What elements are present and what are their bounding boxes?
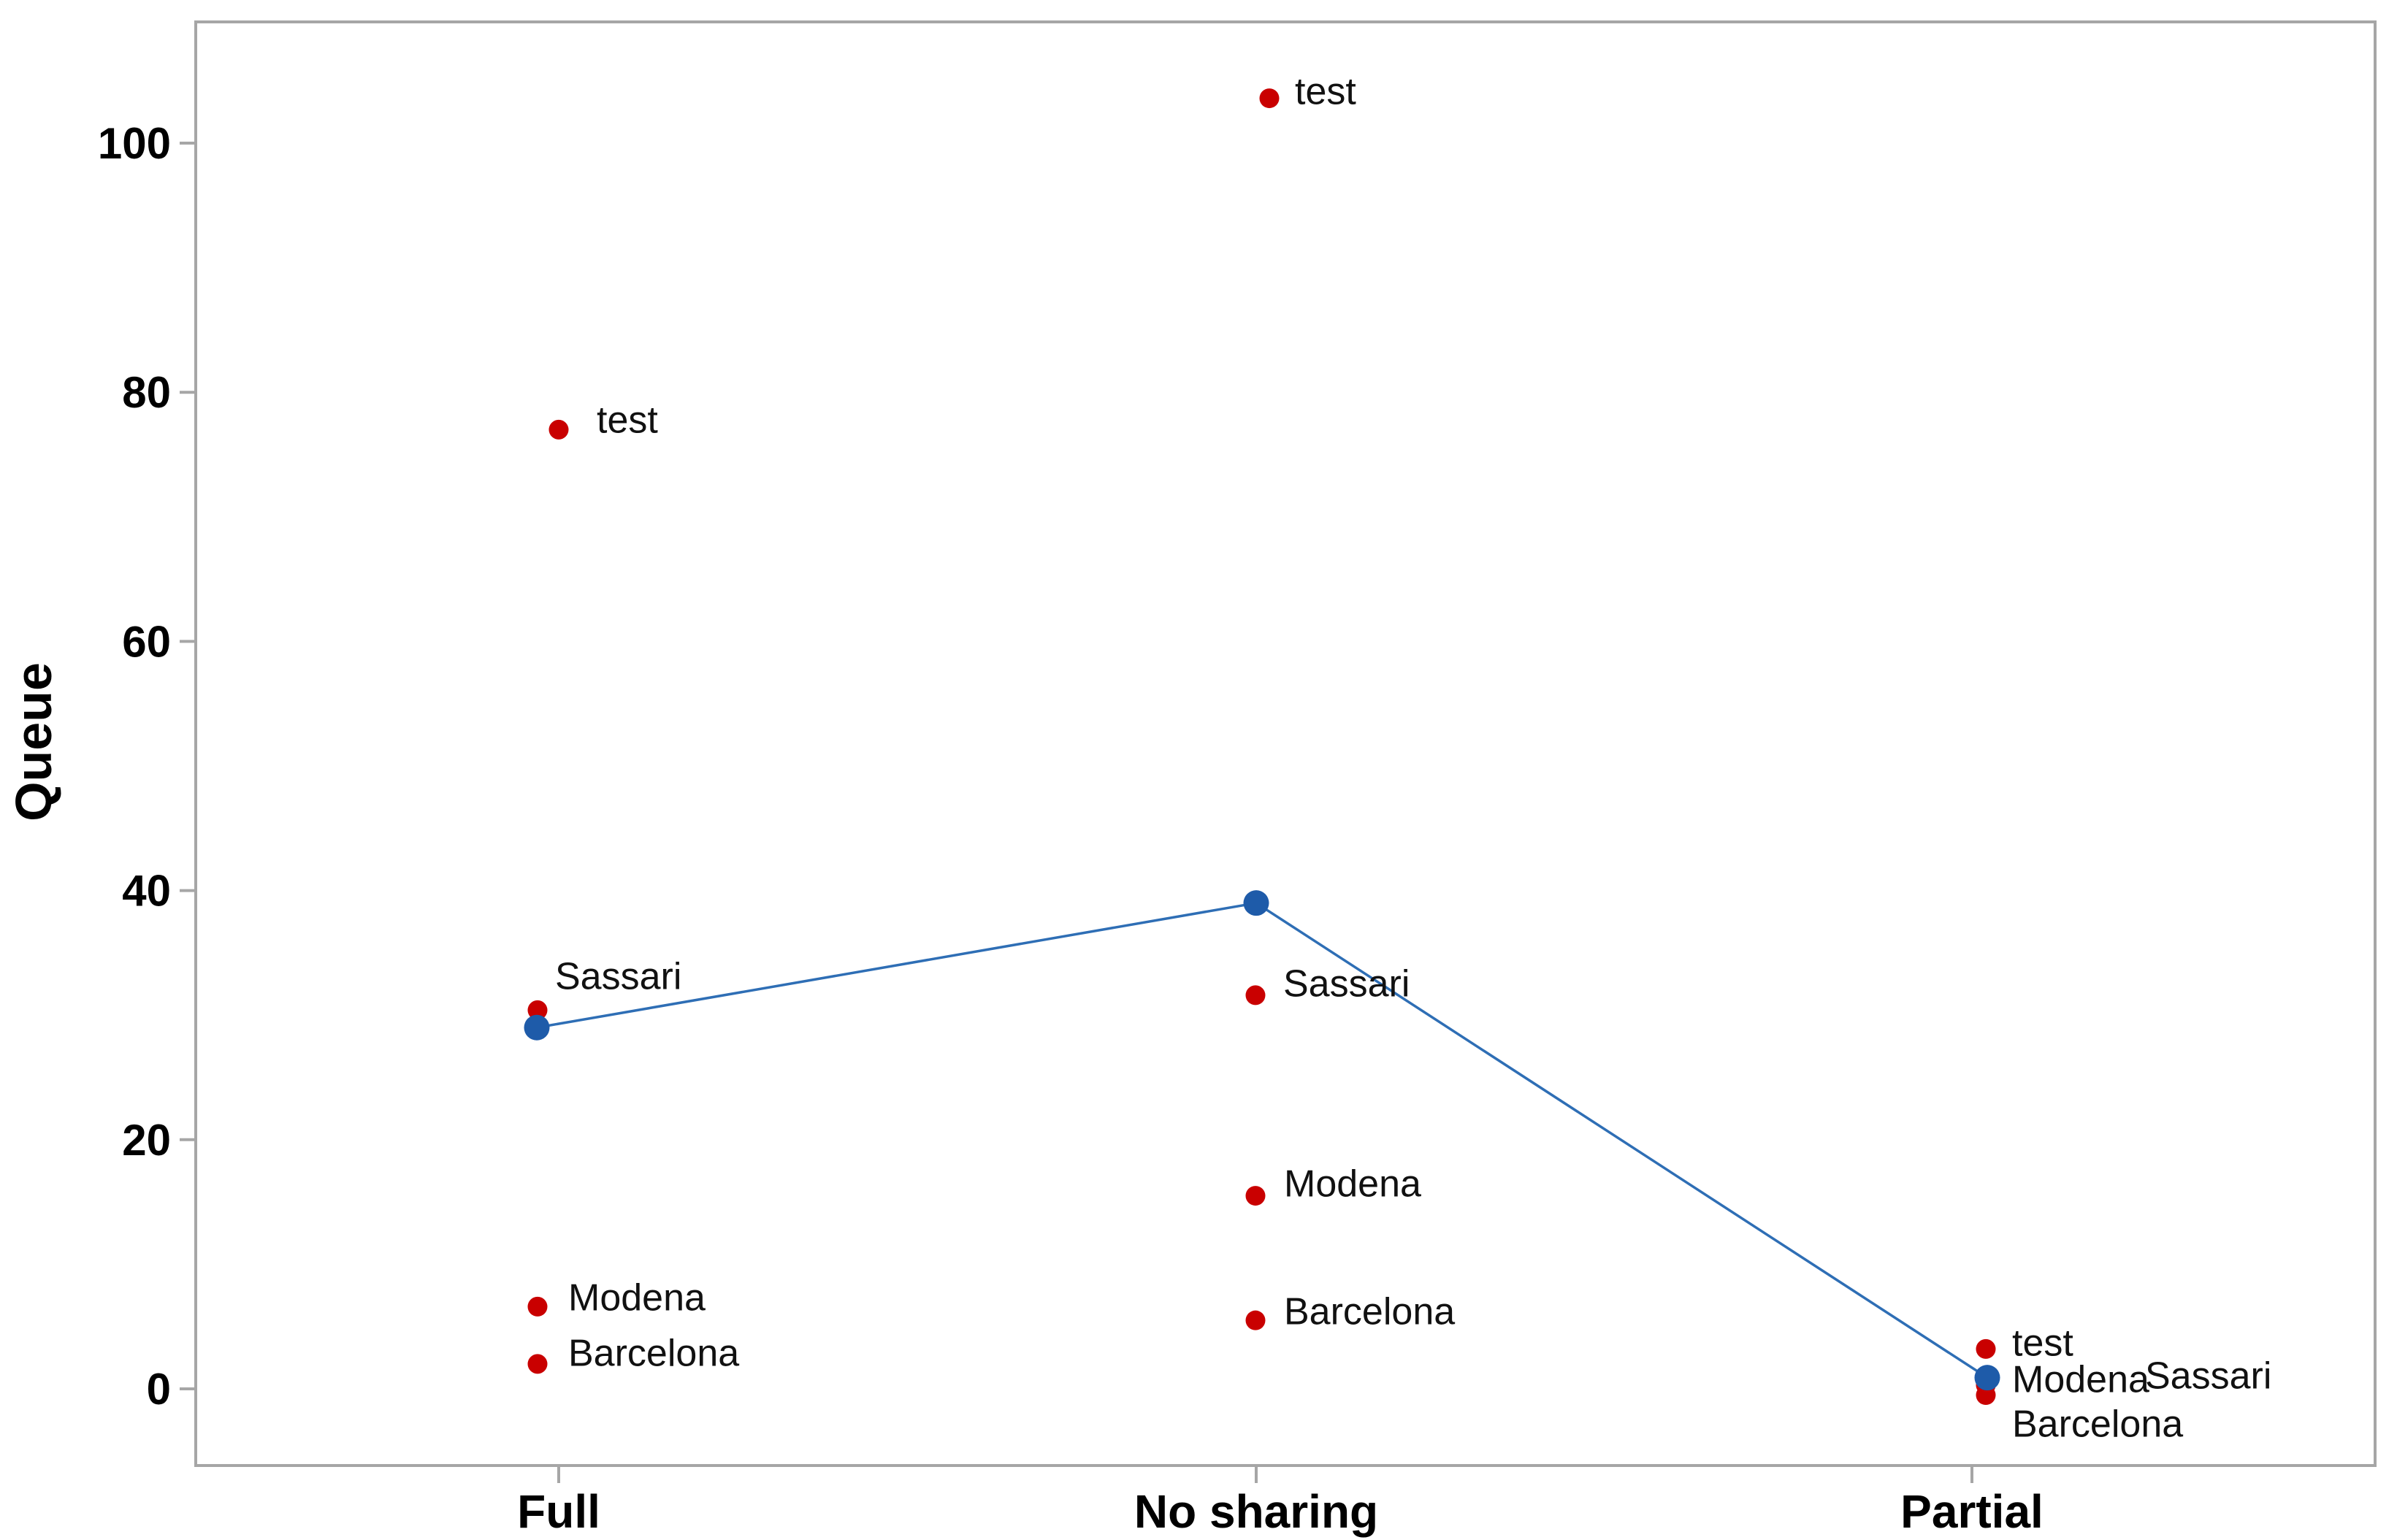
point-label: Sassari <box>555 956 681 998</box>
data-point-test <box>1259 88 1280 109</box>
y-axis-tick-label: 40 <box>122 867 171 916</box>
x-axis-category-label: No sharing <box>1134 1485 1378 1538</box>
point-label: Modena <box>568 1277 706 1319</box>
y-axis-tick-label: 100 <box>98 119 171 168</box>
data-point-modena <box>1245 1186 1266 1206</box>
point-label: Modena <box>2012 1359 2149 1401</box>
data-point-barcelona <box>1245 1310 1266 1330</box>
x-axis-category-label: Full <box>517 1485 600 1538</box>
data-point-test <box>1976 1338 1996 1359</box>
point-label: Sassari <box>1283 963 1410 1005</box>
point-label: test <box>1295 71 1356 113</box>
mean-point <box>1974 1365 2000 1391</box>
data-point-barcelona <box>527 1354 548 1374</box>
data-point-test <box>548 419 569 440</box>
point-label: Barcelona <box>1284 1291 1455 1333</box>
y-axis-tick-label: 60 <box>122 617 171 666</box>
data-point-sassari <box>527 1000 548 1020</box>
data-point-modena <box>527 1296 548 1317</box>
data-point-sassari <box>1245 985 1266 1005</box>
y-axis-tick-label: 80 <box>122 368 171 417</box>
point-label: test <box>2012 1322 2073 1365</box>
point-label: test <box>597 399 658 442</box>
mean-point <box>524 1014 550 1041</box>
y-axis-tick-label: 0 <box>147 1365 171 1414</box>
mean-connect-line <box>536 901 1988 1379</box>
point-label: Sassari <box>2145 1355 2271 1398</box>
y-axis-tick-label: 20 <box>122 1116 171 1165</box>
point-label: Barcelona <box>568 1333 739 1375</box>
x-axis-category-label: Partial <box>1900 1485 2044 1538</box>
mean-point <box>1243 890 1269 916</box>
point-label: Barcelona <box>2012 1403 2183 1446</box>
plot-border <box>194 20 2377 1467</box>
y-axis-title: Queue <box>5 662 62 821</box>
point-label: Modena <box>1284 1163 1421 1206</box>
data-point-barcelona <box>1976 1385 1996 1406</box>
